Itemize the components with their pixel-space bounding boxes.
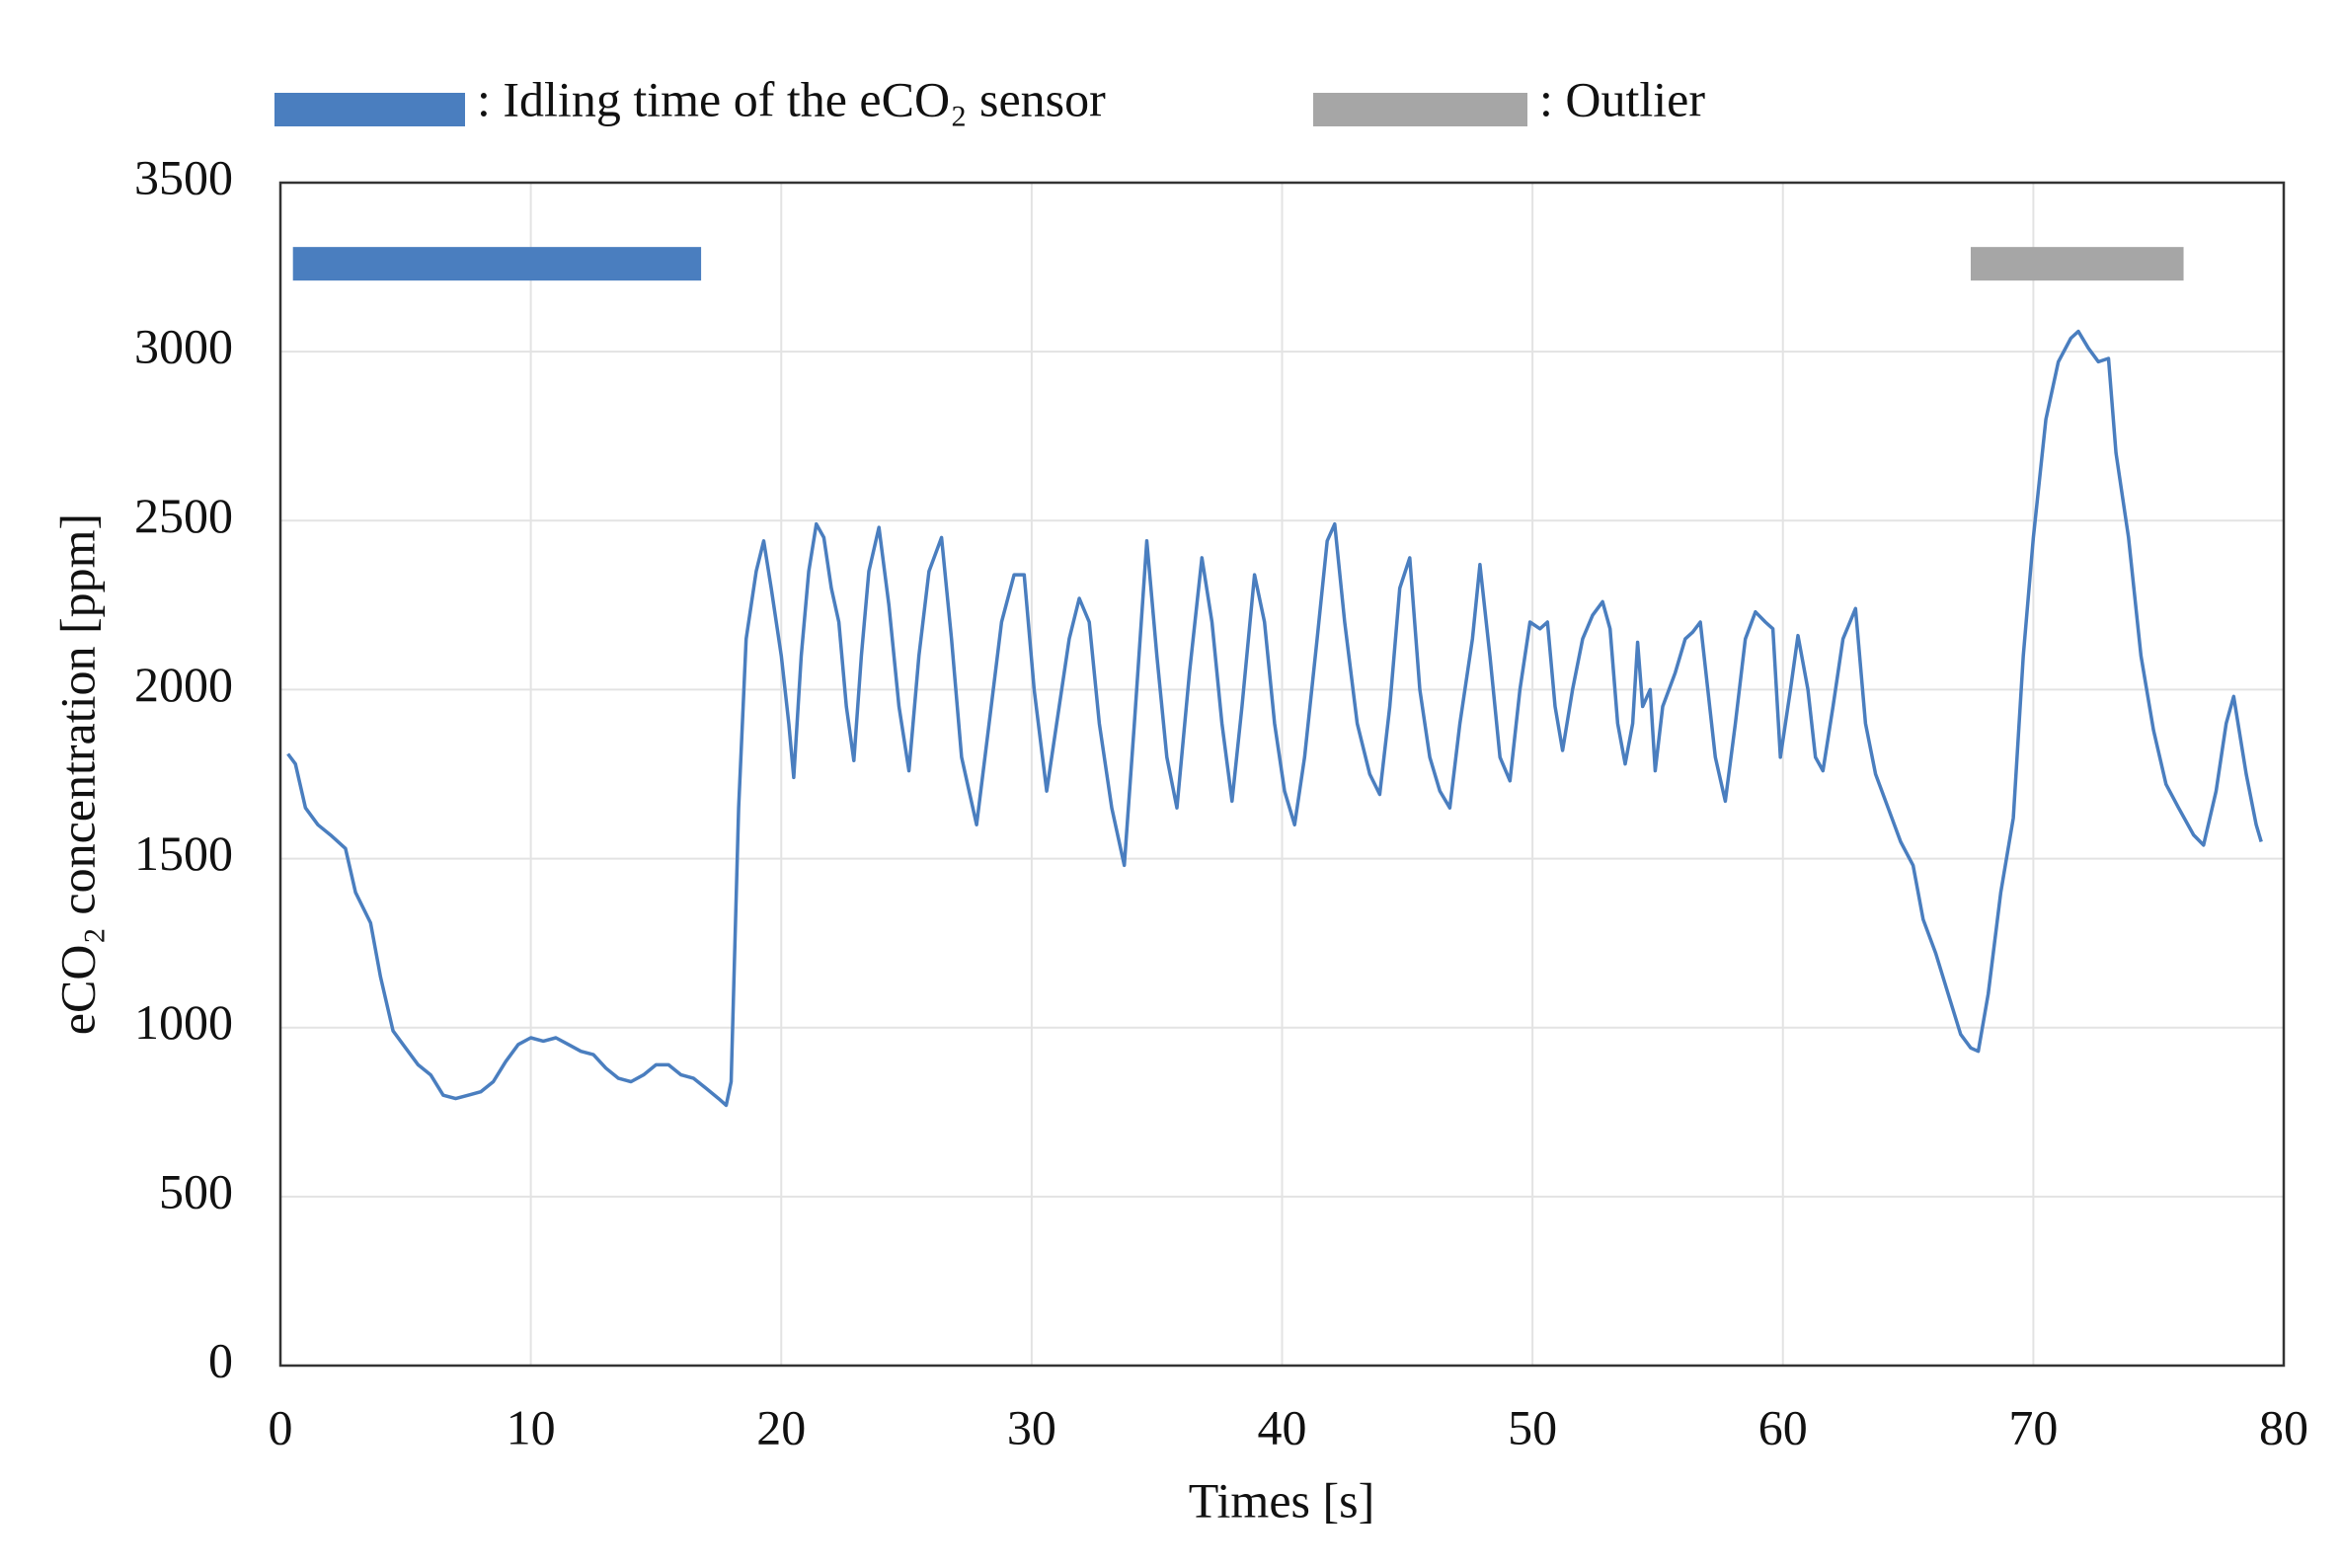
- x-tick-label: 40: [1258, 1399, 1307, 1454]
- y-tick-label: 2500: [134, 488, 233, 543]
- y-tick-label: 3500: [134, 149, 233, 204]
- y-tick-label: 2000: [134, 657, 233, 712]
- range-bar: [1970, 247, 2184, 281]
- legend-label: : Idling time of the eCO₂ sensor: [477, 71, 1106, 126]
- y-tick-label: 1500: [134, 825, 233, 881]
- legend-label: : Outlier: [1539, 71, 1705, 126]
- y-tick-label: 1000: [134, 994, 233, 1050]
- y-tick-label: 500: [159, 1163, 233, 1218]
- x-tick-label: 60: [1758, 1399, 1808, 1454]
- x-tick-label: 70: [2008, 1399, 2058, 1454]
- x-tick-label: 50: [1508, 1399, 1557, 1454]
- y-axis-label: eCO₂ concentration [ppm]: [49, 513, 105, 1035]
- range-bar: [292, 247, 702, 281]
- plot-border: [278, 181, 2286, 1368]
- y-tick-label: 3000: [134, 319, 233, 374]
- x-tick-label: 30: [1007, 1399, 1056, 1454]
- legend-swatch: [274, 93, 465, 126]
- x-tick-label: 0: [269, 1399, 293, 1454]
- x-tick-label: 20: [756, 1399, 806, 1454]
- x-axis-label: Times [s]: [1189, 1472, 1374, 1528]
- data-line: [286, 329, 2263, 1108]
- x-tick-label: 80: [2259, 1399, 2308, 1454]
- legend-swatch: [1313, 93, 1527, 126]
- x-tick-label: 10: [507, 1399, 556, 1454]
- y-tick-label: 0: [208, 1332, 233, 1387]
